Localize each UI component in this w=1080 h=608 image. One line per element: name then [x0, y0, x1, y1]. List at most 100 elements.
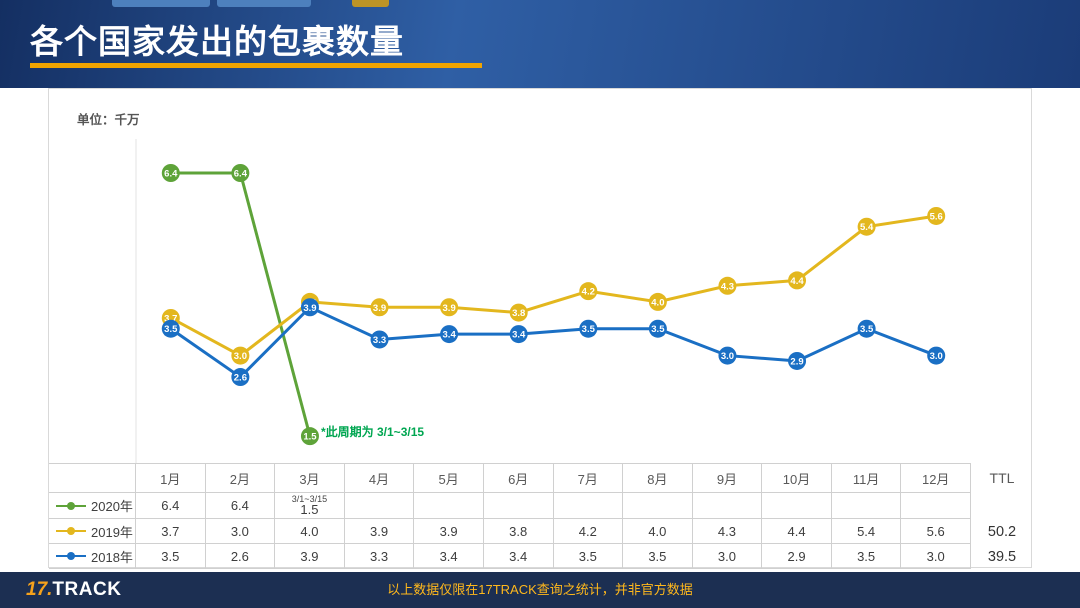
data-label: 3.0 — [234, 351, 247, 362]
table-value: 3.0 — [901, 544, 971, 569]
data-label: 4.4 — [790, 276, 804, 287]
logo-track: TRACK — [52, 579, 122, 600]
page-title: 各个国家发出的包裹数量 — [30, 23, 404, 60]
period-note: 3/1~3/15 — [291, 494, 328, 504]
data-point-2018年-9月 — [718, 346, 737, 365]
data-point-2018年-5月 — [440, 325, 459, 344]
legend-swatch — [56, 526, 86, 536]
legend-item: 2019年 — [49, 519, 136, 544]
line-chart: 6.46.41.53.73.04.03.93.93.84.24.04.34.45… — [135, 139, 946, 463]
data-label: 6.4 — [234, 169, 248, 180]
table-value: 3.7 — [136, 519, 206, 544]
month-header: 8月 — [623, 463, 693, 493]
data-label: 1.5 — [303, 432, 317, 443]
month-header: 11月 — [831, 463, 902, 493]
ttl-value-2019年: 50.2 — [987, 523, 1017, 540]
data-point-2018年-7月 — [579, 319, 598, 338]
legend-label: 2019年 — [91, 524, 133, 540]
table-value: 6.4 — [205, 493, 276, 519]
data-point-2018年-12月 — [927, 346, 946, 365]
data-label: 3.4 — [443, 330, 457, 341]
table-value — [831, 493, 902, 519]
cropped-tab-3 — [352, 0, 389, 7]
table-value: 4.2 — [553, 519, 624, 544]
data-label: 3.7 — [164, 313, 177, 324]
legend-label: 2018年 — [91, 549, 133, 565]
month-header: 4月 — [344, 463, 415, 493]
table-value: 3/1~3/15 1.5 — [275, 493, 345, 519]
table-value — [483, 493, 554, 519]
table-value: 5.4 — [831, 519, 902, 544]
logo-17: 17. — [26, 579, 53, 600]
data-point-2019年-6月 — [509, 303, 528, 322]
legend-swatch — [56, 501, 86, 511]
legend-label: 2020年 — [91, 499, 133, 514]
data-table: 1月 2月 3月 4月 5月 6月 7月 8月 9月 10月 11月 12月 2020年 6.4 6.4 3/… — [49, 463, 971, 569]
ttl-header: TTL — [989, 470, 1015, 486]
footer-disclaimer: 以上数据仅限在17TRACK查询之统计，并非官方数据 — [387, 582, 693, 597]
table-value: 4.0 — [623, 519, 693, 544]
table-value: 5.6 — [901, 519, 971, 544]
17track-logo: 17. TRACK — [26, 572, 121, 608]
data-point-2019年-11月 — [857, 217, 876, 236]
table-value: 3.0 — [692, 544, 763, 569]
data-point-2019年-2月 — [231, 346, 250, 365]
table-value: 3.5 — [623, 544, 693, 569]
data-point-2018年-11月 — [857, 319, 876, 338]
data-label: 4.3 — [721, 281, 734, 292]
month-header: 7月 — [553, 463, 624, 493]
table-value — [692, 493, 763, 519]
table-value — [344, 493, 415, 519]
data-point-2020年-3月 — [300, 427, 319, 446]
table-value: 2.9 — [762, 544, 832, 569]
legend-swatch — [56, 551, 86, 561]
data-point-2019年-5月 — [440, 298, 459, 317]
data-label: 3.3 — [373, 335, 386, 346]
cropped-tab-2 — [217, 0, 311, 7]
table-value: 4.4 — [762, 519, 832, 544]
data-label: 2.9 — [790, 356, 803, 367]
data-point-2018年-6月 — [509, 325, 528, 344]
table-value — [553, 493, 624, 519]
data-point-2018年-1月 — [161, 319, 180, 338]
ttl-value-2018年: 39.5 — [987, 548, 1017, 565]
legend-header-cell — [49, 463, 136, 493]
unit-label: 单位：千万 — [77, 113, 140, 127]
series-line-2020年 — [170, 171, 312, 437]
month-header: 10月 — [762, 463, 832, 493]
table-value: 6.4 — [136, 493, 206, 519]
data-label: 6.4 — [164, 169, 178, 180]
data-label: 4.2 — [582, 287, 595, 298]
table-value: 3.5 — [553, 544, 624, 569]
data-point-2019年-8月 — [648, 292, 667, 311]
table-value: 3.9 — [344, 519, 415, 544]
data-label: 3.4 — [512, 330, 526, 341]
table-value: 3.0 — [205, 519, 276, 544]
table-value: 3.4 — [483, 544, 554, 569]
data-point-2019年-10月 — [788, 271, 807, 290]
header-bar: 各个国家发出的包裹数量 — [0, 0, 1080, 88]
table-value: 3.9 — [414, 519, 484, 544]
data-point-2019年-7月 — [579, 282, 598, 301]
table-value — [414, 493, 484, 519]
table-value — [901, 493, 971, 519]
table-value: 3.3 — [344, 544, 415, 569]
ttl-value-2020年 — [971, 493, 1033, 519]
series-line-2019年 — [170, 214, 937, 358]
data-point-2020年-2月 — [231, 164, 250, 182]
data-point-2018年-8月 — [648, 319, 667, 338]
table-value: 3.5 — [136, 544, 206, 569]
data-label: 3.5 — [651, 324, 665, 335]
legend-item: 2020年 — [49, 493, 136, 519]
month-header: 5月 — [414, 463, 484, 493]
table-value: 3.5 — [831, 544, 902, 569]
table-value: 3.9 — [275, 544, 345, 569]
table-value: 3.4 — [414, 544, 484, 569]
data-label: 3.8 — [512, 308, 525, 319]
table-value-text: 1.5 — [300, 502, 319, 517]
month-header: 1月 — [136, 463, 206, 493]
data-point-2019年-12月 — [927, 206, 946, 225]
data-label: 2.6 — [234, 373, 247, 384]
data-label: 5.4 — [860, 222, 874, 233]
